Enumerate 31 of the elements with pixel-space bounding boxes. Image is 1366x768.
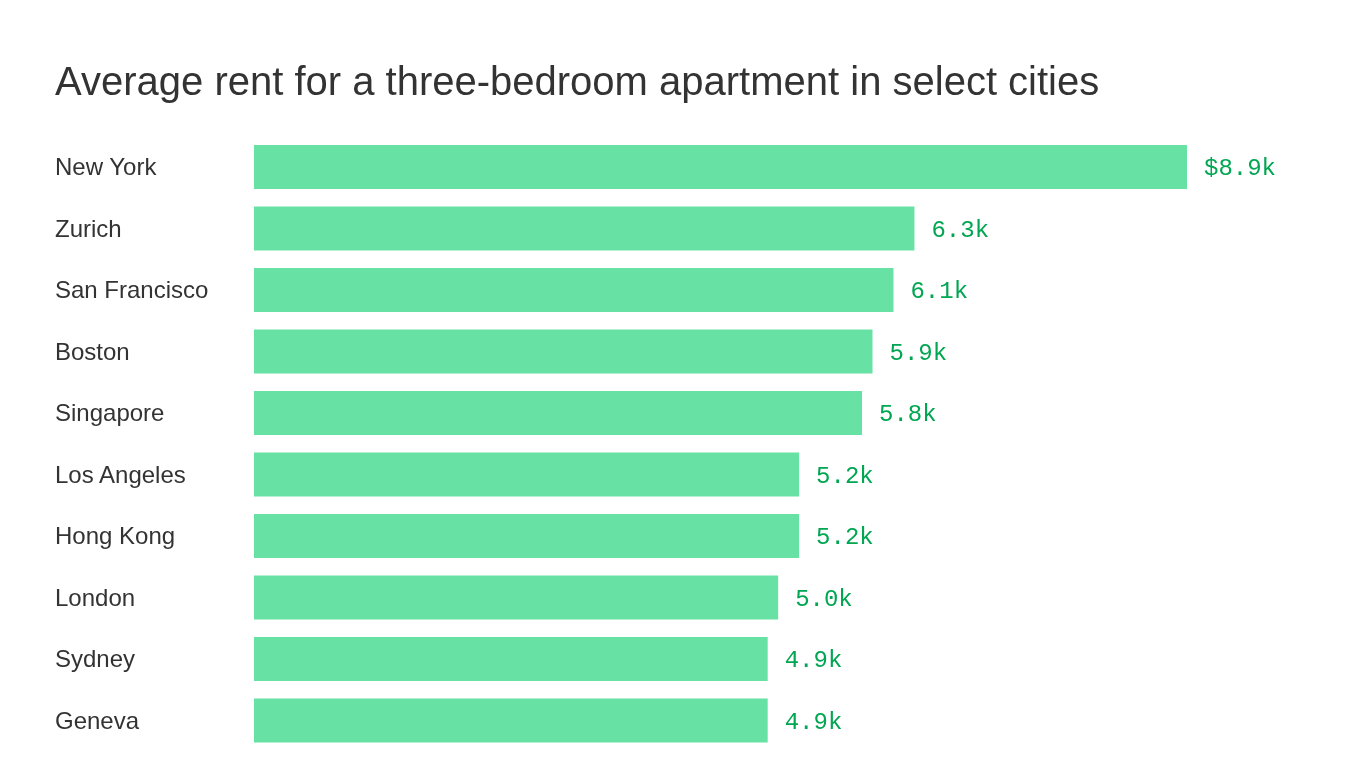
data-label: 5.0k	[795, 585, 853, 613]
data-label: 4.9k	[784, 708, 843, 736]
bar	[254, 452, 800, 497]
data-label: 5.9k	[889, 339, 948, 367]
y-tick-label: New York	[55, 153, 158, 181]
data-label: 6.1k	[910, 278, 969, 306]
bar	[254, 575, 779, 620]
bar	[254, 637, 768, 681]
y-tick-label: Los Angeles	[55, 460, 186, 488]
bar	[254, 329, 873, 374]
bar	[254, 145, 1187, 189]
bar	[254, 391, 863, 435]
data-label: 5.2k	[816, 462, 874, 490]
y-tick-label: Zurich	[55, 214, 122, 242]
data-label: $8.9k	[1204, 155, 1277, 183]
y-tick-label: Geneva	[55, 706, 140, 734]
data-label: 5.2k	[816, 524, 874, 552]
y-tick-label: Sydney	[55, 645, 136, 673]
bar	[254, 268, 894, 312]
y-tick-label: Singapore	[55, 399, 165, 427]
data-label: 6.3k	[931, 216, 990, 244]
bar	[254, 206, 915, 251]
y-tick-label: Boston	[55, 337, 130, 365]
bar	[254, 514, 800, 558]
bar	[254, 698, 768, 743]
data-label: 4.9k	[784, 647, 843, 675]
y-tick-label: London	[55, 583, 136, 611]
chart-title: Average rent for a three-bedroom apartment in select cities	[55, 59, 1100, 103]
y-tick-label: Hong Kong	[55, 522, 176, 550]
y-tick-label: San Francisco	[55, 276, 209, 304]
data-label: 5.8k	[879, 401, 937, 429]
